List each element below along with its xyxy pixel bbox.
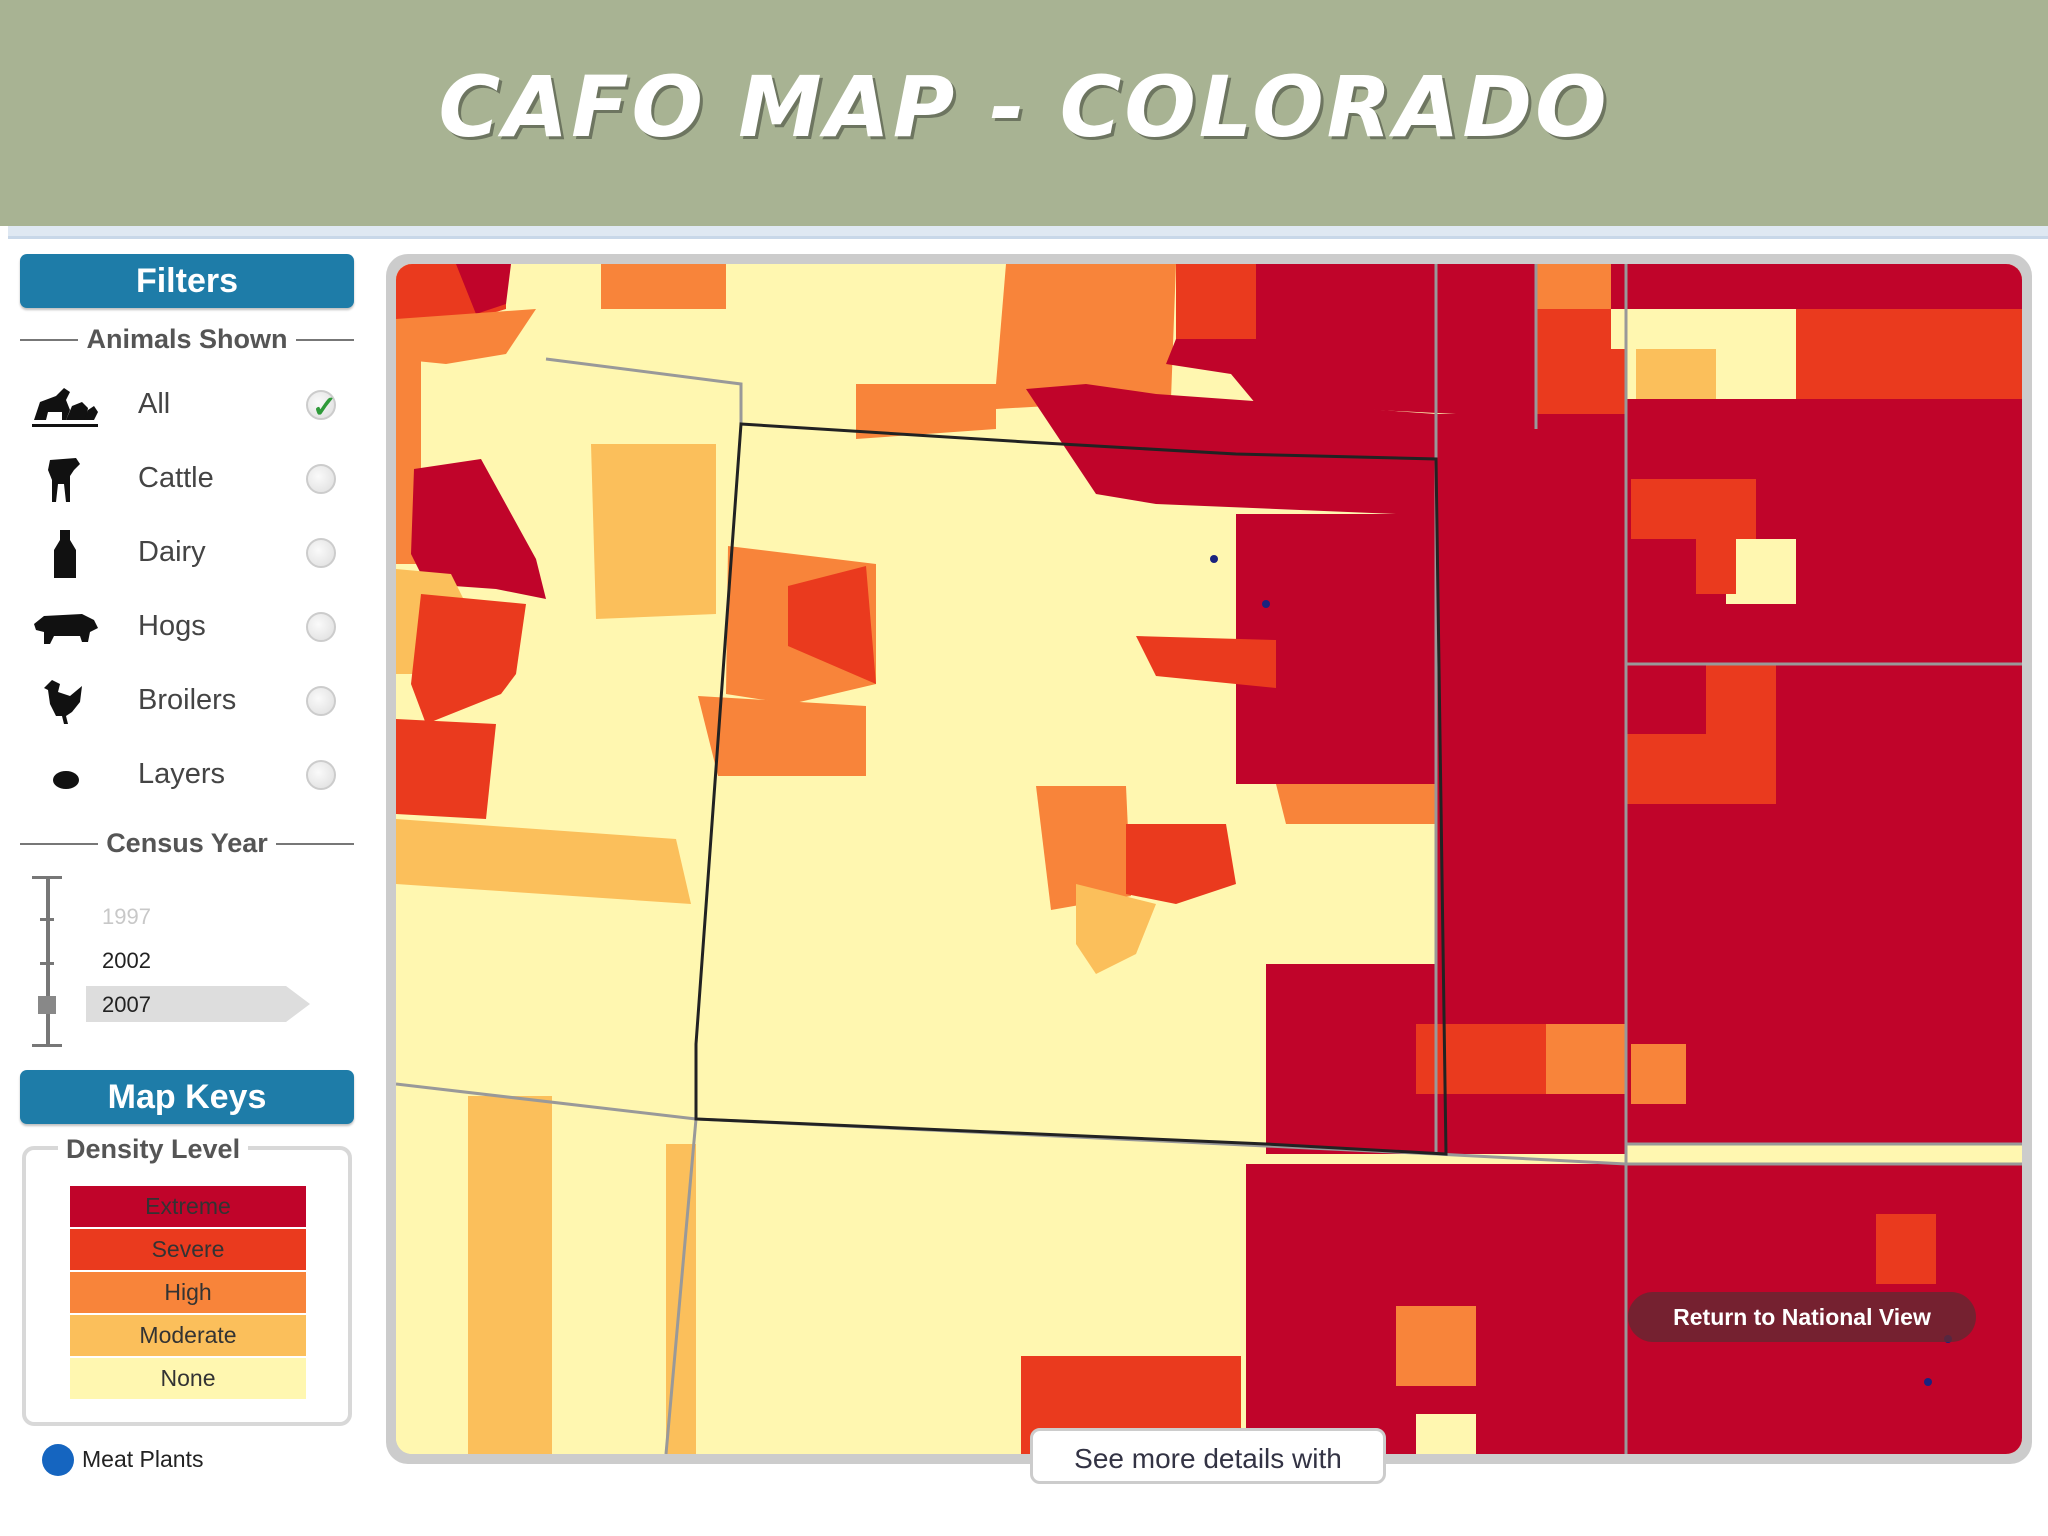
page-title: CAFO MAP - COLORADO [438, 58, 1610, 156]
radio-broilers[interactable] [306, 686, 336, 716]
legend-moderate: Moderate [70, 1315, 306, 1356]
year-tick [40, 918, 54, 921]
year-2002[interactable]: 2002 [102, 948, 151, 973]
year-1997[interactable]: 1997 [102, 904, 151, 929]
animal-option-dairy[interactable]: Dairy [20, 522, 354, 586]
year-slider-handle[interactable] [38, 996, 56, 1014]
chicken-icon [30, 676, 100, 728]
animal-label-all: All [138, 388, 171, 420]
filters-header: Filters [20, 254, 354, 308]
animal-option-cattle[interactable]: Cattle [20, 448, 354, 512]
legend-high: High [70, 1272, 306, 1313]
milk-bottle-icon [30, 528, 100, 580]
divider-line [8, 236, 2048, 239]
legend-none: None [70, 1358, 306, 1399]
see-more-details-tab[interactable]: See more details with [1030, 1428, 1386, 1484]
farm-animals-icon [30, 380, 100, 432]
radio-layers[interactable] [306, 760, 336, 790]
animal-option-hogs[interactable]: Hogs [20, 596, 354, 660]
animal-option-broilers[interactable]: Broilers [20, 670, 354, 734]
year-2007[interactable]: 2007 [102, 992, 151, 1017]
animal-label-layers: Layers [138, 758, 226, 790]
title-banner: CAFO MAP - COLORADO [0, 0, 2048, 226]
density-level-label: Density Level [58, 1134, 249, 1165]
hog-icon [30, 602, 100, 654]
animals-shown-label: Animals Shown [20, 324, 354, 354]
animal-label-dairy: Dairy [138, 536, 206, 568]
year-slider-track[interactable] [46, 876, 50, 1046]
legend-severe: Severe [70, 1229, 306, 1270]
state-borders [396, 264, 2022, 1454]
radio-cattle[interactable] [306, 464, 336, 494]
selected-year-highlight [86, 986, 286, 1022]
animal-option-layers[interactable]: Layers [20, 744, 354, 808]
final-map [396, 264, 2022, 1454]
divider [8, 226, 2048, 236]
animal-option-all[interactable]: All ✓ [20, 374, 354, 438]
meat-plants-label: Meat Plants [82, 1446, 204, 1472]
map-keys-header: Map Keys [20, 1070, 354, 1124]
animal-label-broilers: Broilers [138, 684, 237, 716]
checkmark-icon: ✓ [312, 391, 338, 424]
selected-year-arrow [286, 986, 310, 1022]
year-slider-cap-bottom [32, 1044, 62, 1047]
animal-label-cattle: Cattle [138, 462, 214, 494]
radio-hogs[interactable] [306, 612, 336, 642]
county-density-map[interactable] [396, 264, 2022, 1454]
animal-label-hogs: Hogs [138, 610, 206, 642]
return-to-national-view-button[interactable]: Return to National View [1628, 1292, 1976, 1342]
year-tick [40, 962, 54, 965]
radio-all[interactable]: ✓ [306, 390, 337, 424]
legend-extreme: Extreme [70, 1186, 306, 1227]
census-year-label: Census Year [20, 828, 354, 858]
radio-dairy[interactable] [306, 538, 336, 568]
meat-plant-dot-icon [42, 1444, 74, 1476]
egg-icon [30, 750, 100, 802]
cow-icon [30, 454, 100, 506]
year-slider-cap-top [32, 876, 62, 879]
